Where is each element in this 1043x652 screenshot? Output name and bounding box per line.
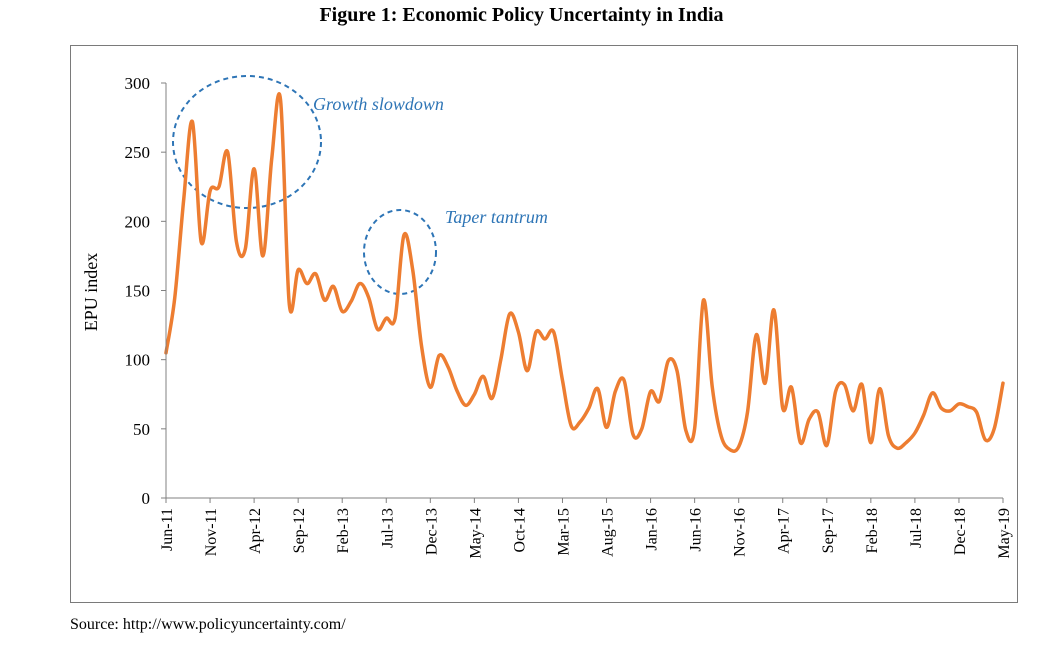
x-tick-label: Apr-12 [247,508,264,554]
x-tick-label: Nov-11 [203,508,220,556]
y-tick-label: 150 [125,282,151,301]
x-tick-label: May-19 [996,508,1013,559]
y-axis-label: EPU index [81,253,101,332]
y-tick-label: 300 [125,74,151,93]
x-tick-label: Sep-12 [291,508,308,553]
taper-tantrum-label: Taper tantrum [445,207,548,227]
growth-slowdown-ellipse [172,75,322,209]
x-tick-label: Jun-11 [159,508,176,551]
x-tick-label: Jul-13 [379,508,396,548]
x-tick-label: Jul-18 [908,508,925,548]
x-tick-label: Jan-16 [644,508,661,551]
x-tick-label: Feb-18 [864,508,881,553]
x-tick-label: Mar-15 [555,508,572,556]
figure-title: Figure 1: Economic Policy Uncertainty in… [319,4,724,26]
x-tick-label: Apr-17 [776,508,793,554]
y-tick-label: 100 [125,351,151,370]
x-tick-label: Feb-13 [335,508,352,553]
x-tick-label: Jun-16 [688,508,705,552]
y-tick-label: 200 [125,212,151,231]
x-tick-label: Dec-13 [423,508,440,555]
x-tick-label: Dec-18 [952,508,969,555]
chart-frame [70,45,1018,603]
x-tick-label: May-14 [467,508,484,559]
x-tick-label: Oct-14 [511,508,528,552]
x-tick-label: Sep-17 [820,508,837,553]
y-tick-label: 0 [142,489,151,508]
growth-slowdown-label: Growth slowdown [313,94,444,114]
source-note: Source: http://www.policyuncertainty.com… [70,616,346,633]
taper-tantrum-ellipse [363,209,437,295]
y-tick-label: 250 [125,143,151,162]
x-tick-label: Aug-15 [600,508,617,557]
x-tick-label: Nov-16 [732,508,749,557]
epu-series-line [164,92,1005,453]
y-tick-label: 50 [133,420,150,439]
